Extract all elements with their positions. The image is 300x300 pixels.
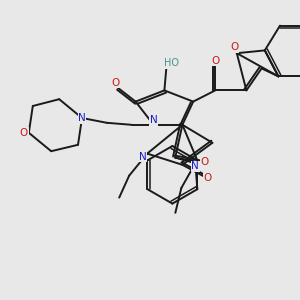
Text: N: N [139, 152, 146, 162]
Text: N: N [78, 113, 86, 123]
Text: O: O [211, 56, 219, 66]
Text: N: N [150, 115, 158, 125]
Text: N: N [191, 161, 199, 171]
Text: O: O [112, 78, 120, 88]
Text: O: O [20, 128, 28, 138]
Text: HO: HO [164, 58, 179, 68]
Text: O: O [231, 42, 239, 52]
Text: O: O [201, 158, 209, 167]
Text: O: O [204, 173, 212, 183]
